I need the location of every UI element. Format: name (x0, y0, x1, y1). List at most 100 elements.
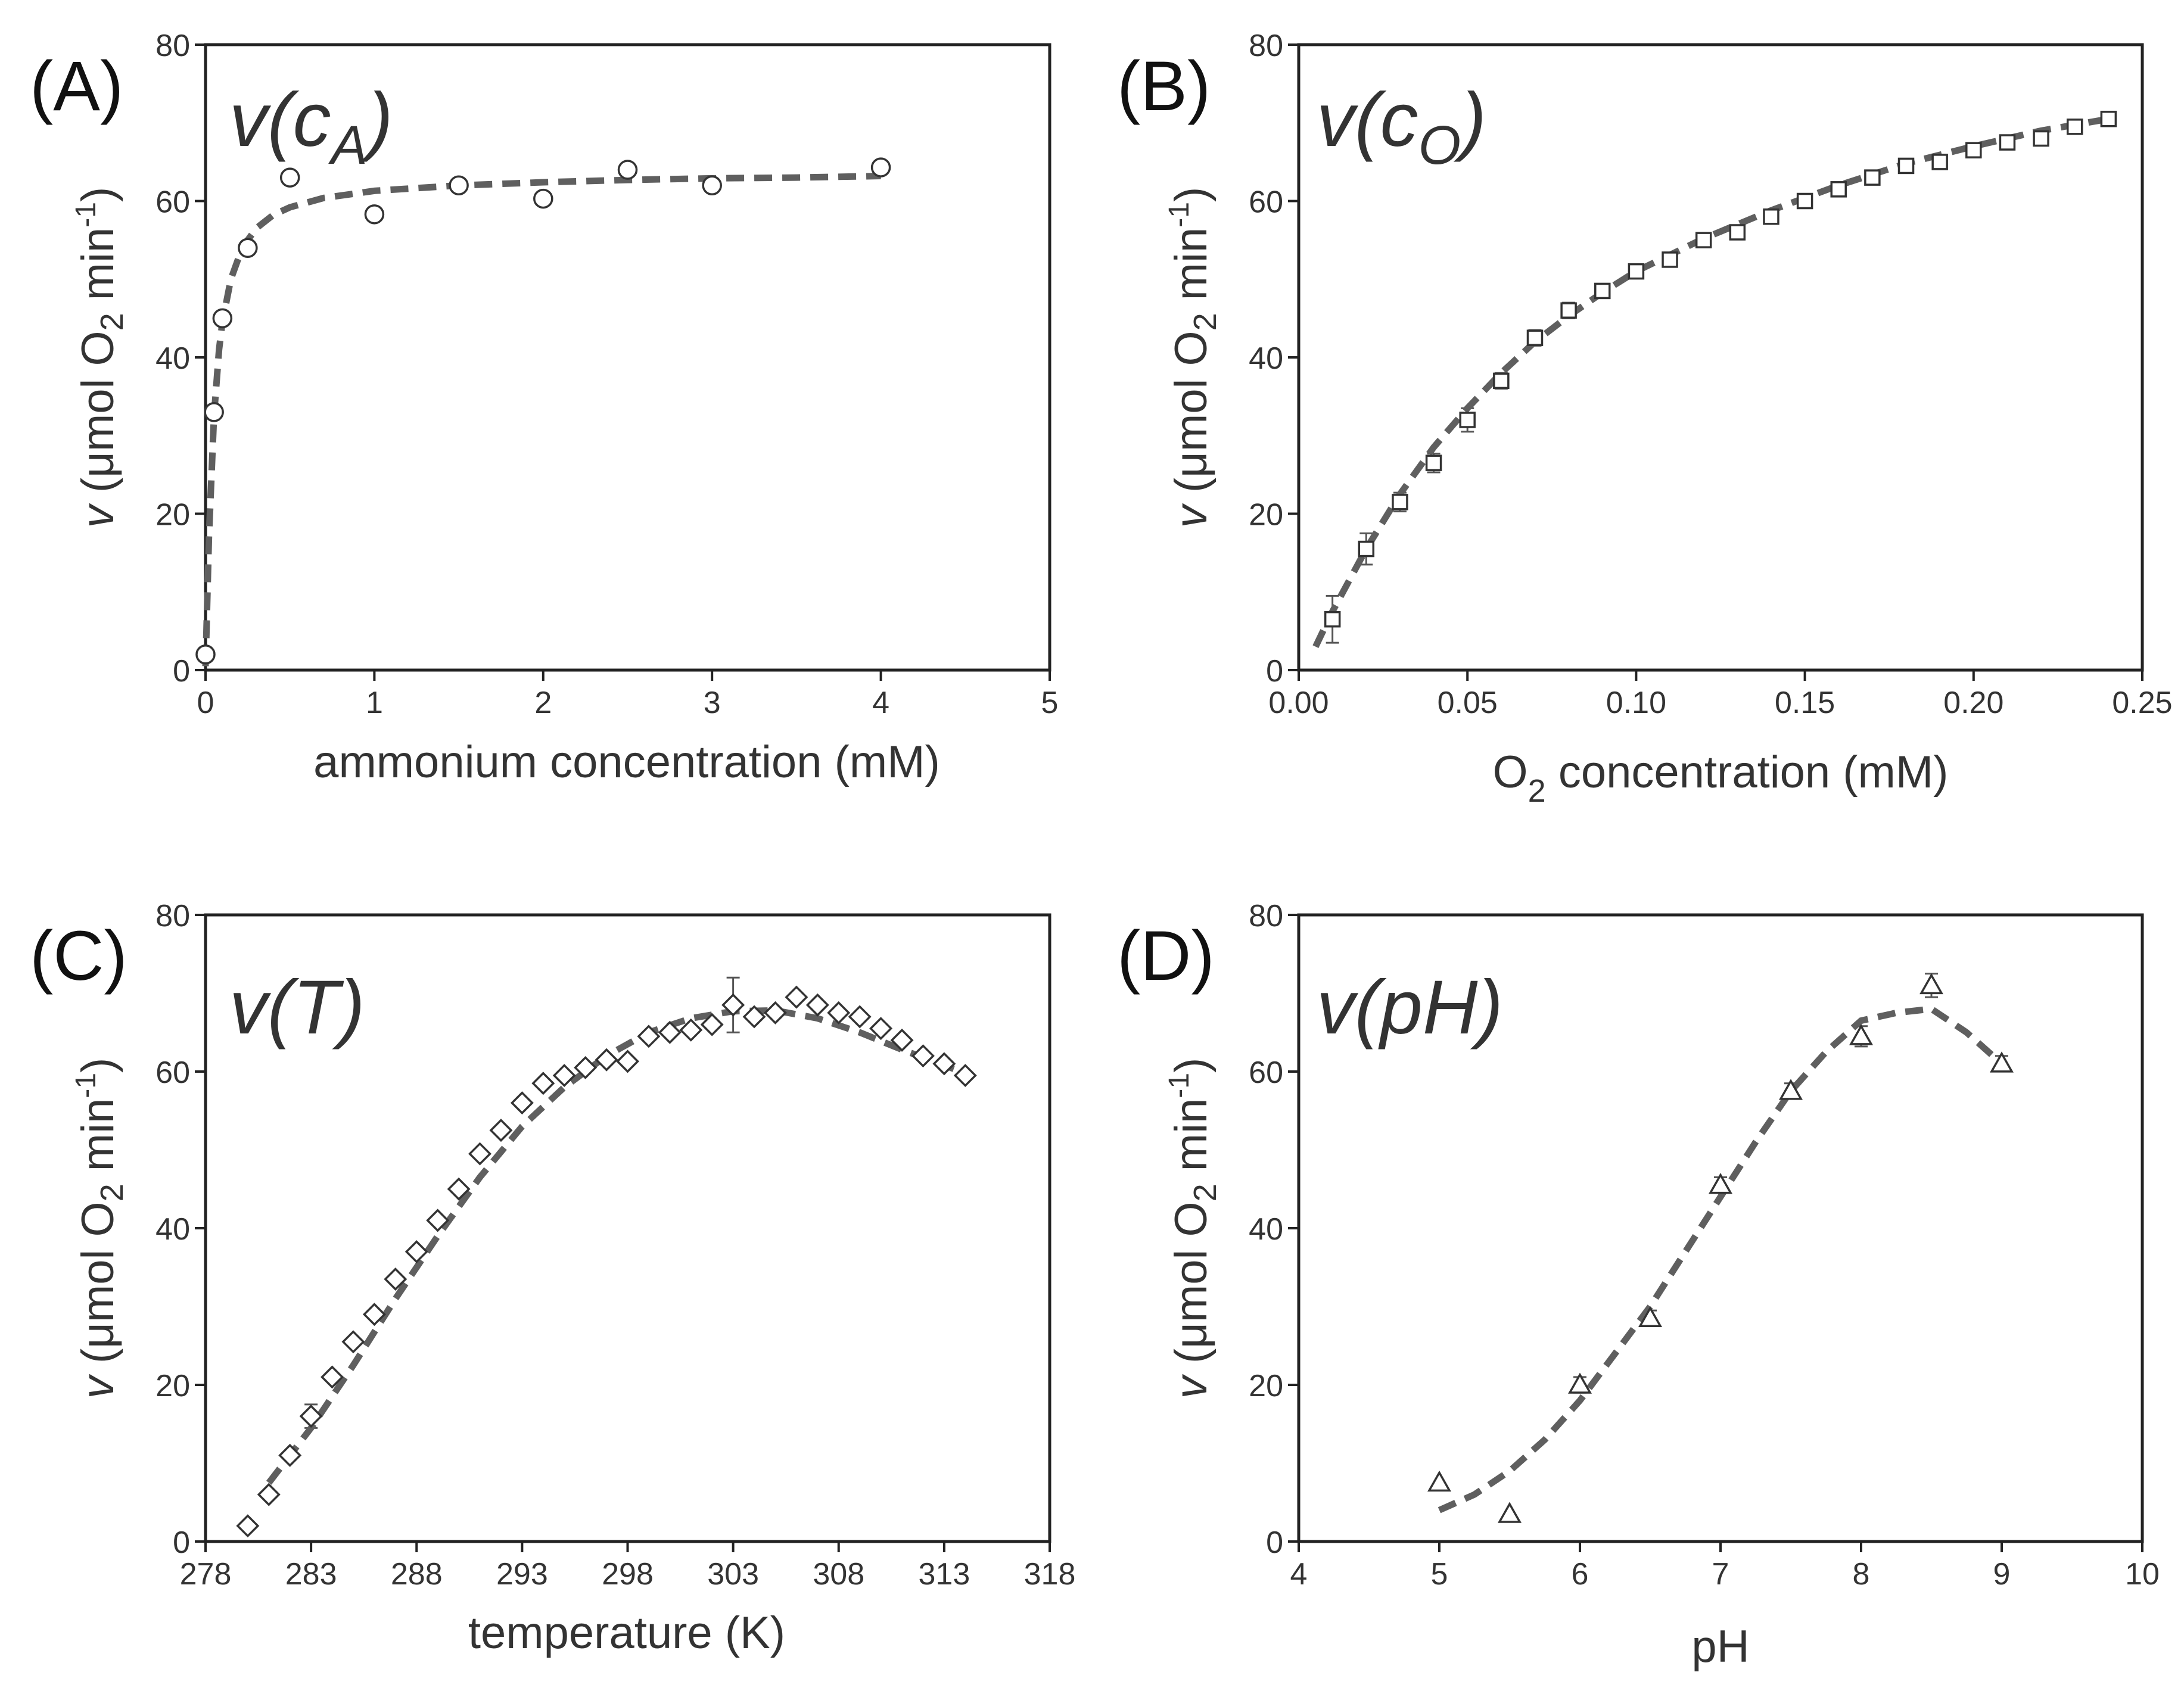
y-tick-label: 40 (155, 1212, 190, 1247)
y-tick-label: 40 (155, 341, 190, 376)
data-point-marker (195, 644, 216, 665)
panel-label: (B) (1117, 47, 1211, 126)
data-point-marker (1965, 142, 1982, 158)
data-point-marker (468, 1142, 491, 1166)
data-point-marker (1324, 611, 1341, 628)
data-point-marker (510, 1091, 534, 1115)
data-point-marker (1897, 157, 1915, 175)
data-point-marker (827, 1001, 851, 1025)
y-tick-label: 20 (155, 498, 190, 533)
data-point-marker (869, 1017, 893, 1041)
x-tick-label: 4 (1290, 1557, 1308, 1592)
panel-label: (A) (30, 47, 123, 126)
data-point-marker (574, 1055, 598, 1079)
data-point-marker (1560, 302, 1577, 319)
data-point-marker (321, 1365, 344, 1389)
y-tick-label: 80 (155, 29, 190, 63)
data-point-marker (764, 1001, 787, 1025)
data-point-marker (679, 1018, 703, 1042)
data-point-marker (1778, 1079, 1803, 1100)
y-tick-label: 60 (1249, 1055, 1283, 1090)
data-point-marker (531, 1072, 555, 1095)
data-point-marker (257, 1483, 281, 1506)
data-point-marker (1459, 412, 1476, 428)
x-tick-label: 7 (1712, 1557, 1729, 1592)
data-point-marker (1628, 263, 1645, 280)
data-point-marker (1493, 372, 1510, 390)
data-point-marker (1999, 134, 2016, 151)
y-tick-label: 60 (1249, 185, 1283, 220)
data-point-marker (1695, 232, 1712, 248)
data-point-marker (2033, 130, 2049, 147)
data-point-marker (1708, 1173, 1733, 1194)
data-point-marker (617, 160, 638, 180)
y-tick-label: 80 (1249, 29, 1283, 63)
panel-c: 278 283 288 293 298 303 308 313 318 0 20 40 60 80 (C) v… (30, 899, 1075, 1658)
fit-curve (1438, 1005, 2004, 1514)
y-tick-label: 40 (1249, 1212, 1283, 1247)
data-point-marker (932, 1052, 956, 1076)
data-point-marker (1497, 1502, 1522, 1523)
data-point-marker (595, 1048, 618, 1072)
data-point-marker (279, 167, 300, 188)
y-axis-title: v (μmol O2 min-1) (1163, 1058, 1223, 1399)
x-axis-title: O2 concentration (mM) (1493, 747, 1949, 809)
x-tick-label: 5 (1431, 1557, 1448, 1592)
y-tick-label: 20 (1249, 1369, 1283, 1403)
x-tick-label: 2 (534, 686, 552, 720)
y-tick-label: 20 (155, 1369, 190, 1403)
x-tick-label: 0.00 (1268, 686, 1329, 720)
data-point-marker (341, 1330, 365, 1354)
data-point-marker (447, 1177, 471, 1201)
panel-label: (C) (30, 917, 127, 995)
data-point-marker (364, 204, 385, 225)
y-tick-label: 80 (1249, 899, 1283, 933)
data-point-marker (1567, 1372, 1592, 1394)
data-point-marker (721, 993, 745, 1017)
panel-formula: v(cA) (229, 77, 393, 176)
data-point-marker (212, 308, 233, 329)
x-tick-label: 293 (496, 1557, 548, 1592)
x-tick-label: 5 (1041, 686, 1059, 720)
data-point-marker (204, 402, 224, 422)
x-tick-label: 308 (813, 1557, 864, 1592)
data-point-marker (489, 1119, 513, 1142)
data-point-marker (785, 985, 808, 1009)
fit-curve (266, 1007, 967, 1485)
x-tick-label: 10 (2125, 1557, 2160, 1592)
data-point-marker (702, 175, 722, 195)
data-point-marker (533, 188, 553, 209)
data-point-marker (1830, 181, 1847, 198)
data-point-marker (1931, 154, 1948, 170)
data-point-marker (1729, 224, 1746, 241)
data-point-marker (1526, 329, 1544, 346)
y-axis-title: v (μmol O2 min-1) (70, 1058, 130, 1399)
y-tick-label: 80 (155, 899, 190, 933)
data-point-marker (1763, 208, 1779, 225)
data-point-marker (405, 1240, 428, 1263)
x-tick-label: 3 (704, 686, 721, 720)
data-point-marker (742, 1005, 766, 1029)
x-axis-title: temperature (K) (468, 1608, 785, 1658)
data-point-marker (637, 1025, 661, 1048)
data-point-marker (278, 1443, 302, 1467)
data-point-marker (1425, 454, 1442, 471)
x-tick-label: 278 (180, 1557, 232, 1592)
x-tick-label: 0.10 (1606, 686, 1666, 720)
data-point-marker (911, 1044, 935, 1068)
x-tick-label: 0.05 (1438, 686, 1498, 720)
x-tick-label: 0.20 (1943, 686, 2003, 720)
data-point-marker (1638, 1306, 1663, 1327)
data-point-marker (700, 1013, 724, 1036)
fit-curve (1312, 116, 2110, 648)
x-tick-label: 4 (872, 686, 889, 720)
data-point-marker (616, 1050, 639, 1073)
x-tick-label: 0.25 (2112, 686, 2172, 720)
data-point-marker (362, 1303, 386, 1326)
y-axis-title: v (μmol O2 min-1) (70, 187, 130, 528)
y-tick-label: 40 (1249, 341, 1283, 376)
data-point-marker (658, 1020, 682, 1044)
y-tick-label: 0 (173, 654, 190, 689)
y-tick-label: 60 (155, 1055, 190, 1090)
data-point-marker (299, 1405, 323, 1428)
